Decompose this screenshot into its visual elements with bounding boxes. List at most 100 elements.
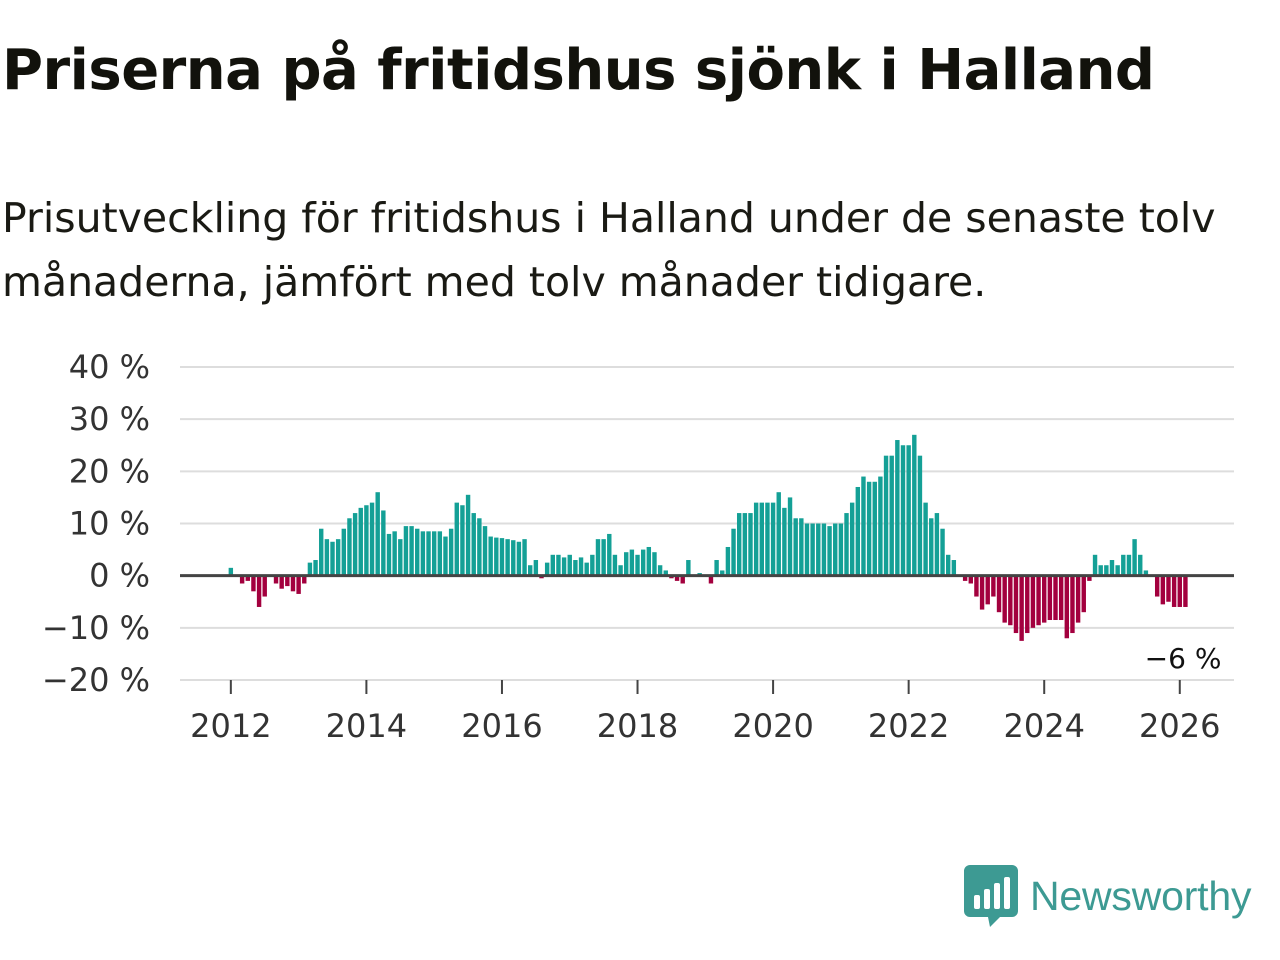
bar bbox=[624, 552, 629, 576]
bar bbox=[1002, 575, 1007, 623]
bar bbox=[567, 554, 572, 576]
newsworthy-logo-icon bbox=[964, 865, 1018, 927]
bar bbox=[319, 528, 324, 576]
bar bbox=[974, 575, 979, 597]
bar bbox=[1008, 575, 1013, 626]
gridlines bbox=[180, 366, 1234, 681]
bar bbox=[979, 575, 985, 610]
x-tick-label: 2018 bbox=[597, 707, 678, 745]
bar bbox=[471, 513, 476, 576]
bar bbox=[753, 502, 759, 576]
bar bbox=[522, 539, 527, 576]
x-tick-label: 2012 bbox=[190, 707, 271, 745]
bars bbox=[228, 434, 1188, 641]
bar bbox=[838, 523, 844, 576]
bar bbox=[1104, 565, 1109, 576]
bar bbox=[584, 562, 589, 576]
bar bbox=[437, 531, 443, 576]
bar bbox=[1036, 575, 1041, 626]
bar bbox=[595, 539, 601, 576]
bar bbox=[1075, 575, 1081, 623]
x-tick-label: 2016 bbox=[461, 707, 542, 745]
bar bbox=[1053, 575, 1058, 621]
bar bbox=[426, 531, 431, 576]
bar bbox=[821, 523, 827, 576]
bar bbox=[996, 575, 1002, 613]
bar bbox=[940, 528, 945, 576]
bar bbox=[736, 513, 742, 576]
bar bbox=[720, 570, 725, 576]
bar bbox=[1064, 575, 1070, 639]
bar bbox=[290, 575, 296, 592]
bar bbox=[364, 505, 369, 576]
bar bbox=[714, 560, 719, 576]
bar bbox=[1115, 565, 1120, 576]
bar bbox=[804, 523, 810, 576]
bar bbox=[1177, 575, 1182, 607]
bar bbox=[499, 538, 505, 576]
bar bbox=[1081, 575, 1086, 613]
bar bbox=[454, 502, 459, 576]
bar bbox=[731, 528, 736, 576]
bar bbox=[900, 445, 906, 576]
bar bbox=[1058, 575, 1064, 621]
bar bbox=[279, 575, 284, 589]
bar bbox=[573, 560, 578, 576]
bar bbox=[889, 455, 894, 576]
bar bbox=[251, 575, 256, 592]
bar bbox=[646, 546, 652, 576]
bar bbox=[465, 494, 471, 576]
bar bbox=[1154, 575, 1160, 597]
bar bbox=[1098, 565, 1103, 576]
x-tick-label: 2026 bbox=[1139, 707, 1220, 745]
bar bbox=[861, 476, 866, 576]
y-tick-label: −20 % bbox=[42, 661, 150, 699]
bar bbox=[409, 526, 414, 576]
bar bbox=[810, 523, 815, 576]
bar bbox=[962, 575, 968, 581]
bar bbox=[657, 565, 663, 576]
bar bbox=[1166, 575, 1171, 602]
bar bbox=[448, 528, 454, 576]
bar bbox=[601, 539, 606, 576]
bar bbox=[759, 502, 764, 576]
bar bbox=[1030, 575, 1036, 628]
bar bbox=[1143, 570, 1149, 576]
chart-title: Priserna på fritidshus sjönk i Halland bbox=[2, 38, 1155, 103]
bar bbox=[347, 518, 352, 576]
bar bbox=[923, 502, 928, 576]
bar bbox=[1070, 575, 1075, 634]
bar bbox=[1121, 554, 1126, 576]
brand-name: Newsworthy bbox=[1030, 872, 1252, 919]
bar bbox=[917, 455, 923, 576]
bar bbox=[1126, 554, 1132, 576]
bar bbox=[883, 455, 889, 576]
bar bbox=[285, 575, 290, 587]
bar bbox=[906, 445, 911, 576]
bar bbox=[776, 492, 781, 576]
bar bbox=[386, 533, 392, 576]
bar bbox=[494, 537, 499, 576]
bar bbox=[488, 536, 493, 576]
bar bbox=[398, 539, 403, 576]
bar bbox=[945, 554, 951, 576]
bar bbox=[1183, 575, 1188, 607]
bar bbox=[742, 513, 748, 576]
bar bbox=[725, 546, 731, 576]
bar bbox=[460, 505, 465, 576]
x-axis: 2012 2014 2016 2018 2020 2022 2024 2026 bbox=[190, 680, 1220, 745]
bar bbox=[895, 440, 900, 576]
bar bbox=[612, 554, 618, 576]
bar bbox=[618, 565, 623, 576]
bar bbox=[505, 539, 510, 576]
bar bbox=[533, 560, 539, 576]
bar bbox=[1047, 575, 1053, 621]
bar bbox=[663, 570, 668, 576]
bar bbox=[872, 481, 877, 576]
bar bbox=[550, 554, 555, 576]
bar bbox=[443, 536, 448, 576]
bar bbox=[799, 518, 804, 576]
bar bbox=[528, 565, 533, 576]
y-tick-label: 20 % bbox=[69, 452, 150, 490]
bar bbox=[1025, 575, 1030, 634]
